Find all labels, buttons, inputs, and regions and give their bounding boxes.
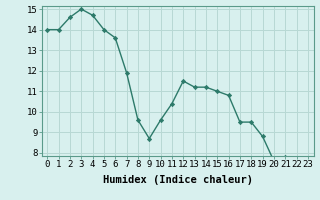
X-axis label: Humidex (Indice chaleur): Humidex (Indice chaleur): [103, 175, 252, 185]
